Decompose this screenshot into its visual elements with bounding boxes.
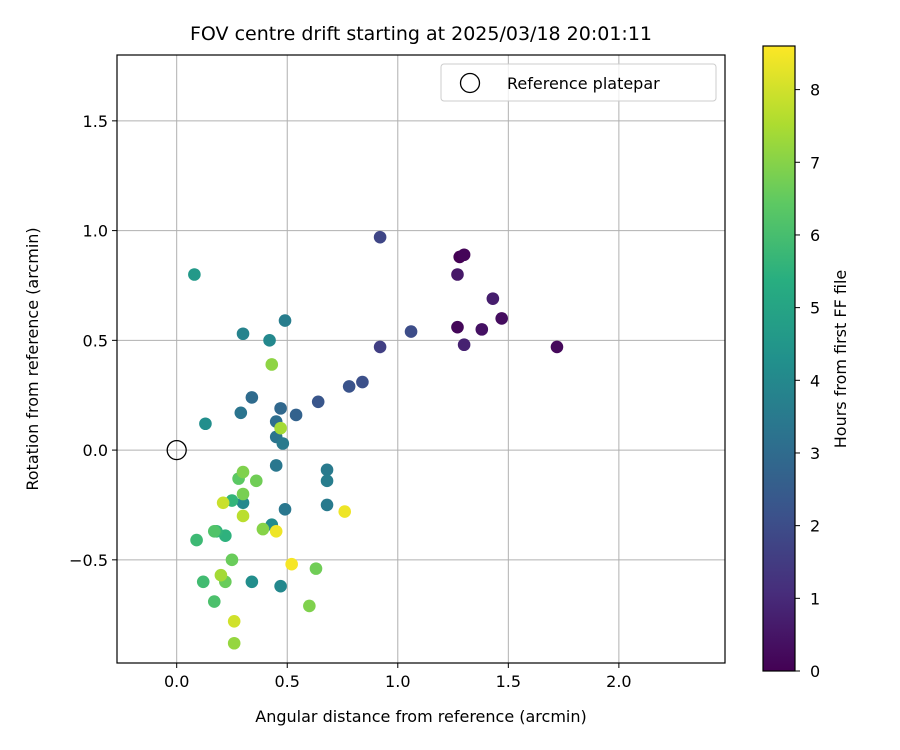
data-point (320, 463, 334, 477)
data-point (457, 248, 471, 262)
data-point (311, 395, 325, 409)
data-point (190, 533, 203, 547)
data-point (269, 525, 283, 538)
data-point (249, 474, 263, 488)
chart-title: FOV centre drift starting at 2025/03/18 … (190, 23, 652, 45)
data-point (495, 312, 508, 325)
data-point (486, 292, 500, 305)
data-point (278, 314, 292, 327)
y-tick-label: 1.0 (83, 222, 108, 241)
data-point (207, 595, 221, 608)
colorbar-tick-label: 5 (810, 299, 820, 318)
data-point (245, 575, 259, 589)
data-point (373, 230, 387, 244)
data-point (274, 402, 287, 415)
data-point (245, 391, 259, 404)
colorbar-tick-label: 6 (810, 226, 820, 245)
x-tick-label: 1.5 (496, 672, 521, 691)
colorbar-tick-label: 0 (810, 662, 820, 681)
colorbar-tick-label: 7 (810, 153, 820, 172)
x-tick-label: 2.0 (606, 672, 631, 691)
data-point (457, 338, 471, 352)
data-point (214, 568, 228, 582)
data-point (274, 421, 287, 435)
data-point (303, 599, 316, 613)
data-point (227, 636, 241, 650)
data-point (475, 323, 489, 336)
y-tick-label: 0.0 (83, 441, 108, 460)
data-point (320, 474, 334, 488)
data-point (236, 509, 250, 523)
data-point (236, 496, 250, 510)
data-point (338, 505, 352, 518)
x-tick-label: 0.0 (164, 672, 189, 691)
data-point (342, 380, 356, 393)
legend-box (440, 63, 717, 102)
colorbar-tick-label: 1 (810, 589, 820, 608)
colorbar-gradient (763, 46, 795, 671)
data-point (199, 417, 212, 431)
x-tick-label: 1.0 (385, 672, 410, 691)
plot-frame (116, 54, 726, 664)
data-point (451, 268, 464, 281)
y-axis-label: Rotation from reference (arcmin) (23, 227, 42, 490)
data-point (274, 579, 287, 593)
data-point (550, 340, 564, 354)
legend-label: Reference platepar (507, 74, 660, 93)
data-point (227, 614, 241, 628)
scatter-points (188, 230, 564, 650)
data-point (278, 503, 292, 516)
data-point (451, 320, 464, 334)
data-point (236, 465, 250, 479)
x-axis: 0.0 0.5 1.0 1.5 2.0 (164, 663, 632, 691)
y-tick-label: 1.5 (83, 112, 108, 131)
colorbar-tick-label: 8 (810, 81, 820, 100)
data-point (263, 334, 276, 347)
data-point (276, 437, 290, 450)
data-point (234, 406, 248, 420)
data-point (256, 522, 270, 536)
colorbar-ticks: 0 1 2 3 4 5 6 7 8 (795, 81, 820, 681)
colorbar-frame (762, 45, 796, 672)
reference-platepar-marker (166, 439, 187, 461)
data-point (207, 525, 221, 538)
colorbar-tick-label: 3 (810, 444, 820, 463)
y-axis: −0.5 0.0 0.5 1.0 1.5 (69, 112, 117, 570)
plot-background (117, 55, 725, 663)
data-point (216, 496, 230, 510)
data-point (320, 498, 334, 512)
data-point (265, 358, 279, 371)
colorbar-tick-label: 2 (810, 517, 820, 536)
y-tick-label: −0.5 (69, 551, 108, 570)
y-tick-label: 0.5 (83, 331, 108, 350)
legend-marker (459, 72, 481, 94)
reference-marker-group (166, 439, 187, 461)
legend: Reference platepar (440, 63, 717, 102)
grid (117, 55, 725, 663)
data-point (373, 340, 387, 354)
x-tick-label: 0.5 (275, 672, 300, 691)
data-point (236, 487, 250, 501)
data-point (285, 557, 298, 571)
data-point (309, 562, 323, 575)
data-point (269, 459, 283, 472)
colorbar-label: Hours from first FF file (831, 270, 850, 449)
x-axis-label: Angular distance from reference (arcmin) (255, 707, 586, 726)
colorbar: 0 1 2 3 4 5 6 7 8 Hours from first FF file (762, 45, 850, 681)
data-point (289, 408, 303, 422)
colorbar-tick-label: 4 (810, 371, 820, 390)
data-point (356, 375, 369, 389)
data-point (236, 327, 250, 341)
data-point (196, 575, 210, 589)
data-point (404, 325, 418, 338)
data-point (225, 553, 239, 567)
data-point (188, 268, 201, 281)
